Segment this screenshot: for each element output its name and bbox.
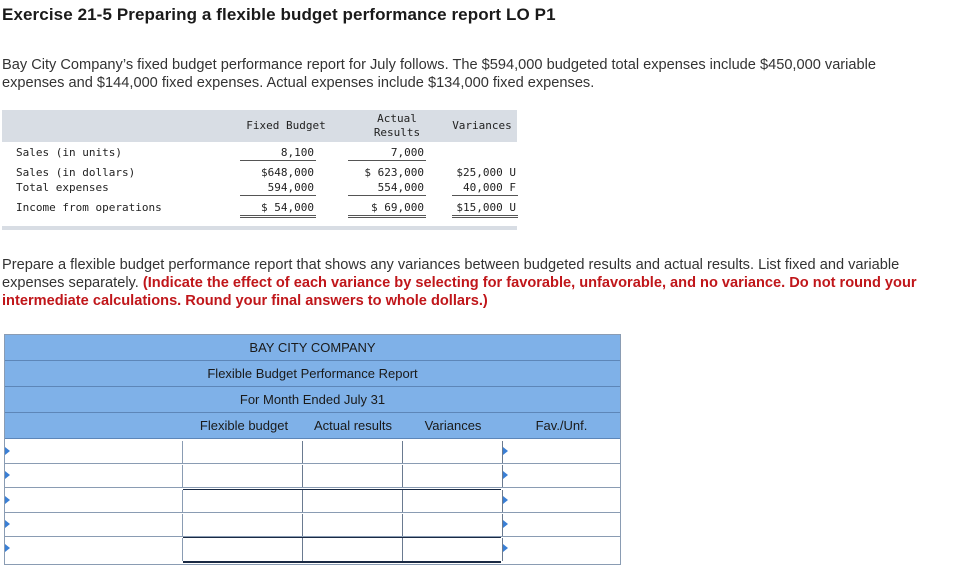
budget-value: $648,000 [261, 166, 314, 179]
fav-unf-dropdown[interactable] [503, 441, 620, 463]
dropdown-arrow-icon [5, 471, 10, 479]
fav-unf-dropdown[interactable] [503, 514, 620, 536]
page-title: Exercise 21-5 Preparing a flexible budge… [2, 5, 556, 24]
instructions: Prepare a flexible budget performance re… [2, 256, 947, 310]
dropdown-arrow-icon [503, 544, 508, 552]
fav-unf-column-header: Fav./Unf. [535, 418, 588, 433]
row-label-dropdown[interactable] [5, 465, 183, 487]
flexible-budget-input[interactable] [183, 490, 303, 512]
table-row [5, 514, 620, 537]
report-period-header: For Month Ended July 31 [5, 387, 620, 413]
fav-unf-dropdown[interactable] [503, 538, 620, 561]
fixed-budget-heading: Fixed Budget [246, 119, 326, 132]
table-row [5, 465, 620, 488]
row-label: Sales (in dollars) [16, 166, 136, 179]
variance-input[interactable] [403, 465, 503, 487]
actual-results-input[interactable] [303, 538, 403, 561]
actual-results-input[interactable] [303, 514, 403, 536]
actual-results-heading: Actual Results [373, 112, 421, 139]
row-label: Sales (in units) [16, 146, 122, 159]
underline [348, 195, 426, 196]
variance-value: $15,000 U [456, 201, 516, 214]
flexible-budget-table: BAY CITY COMPANY Flexible Budget Perform… [4, 334, 621, 565]
underline [240, 195, 316, 196]
row-label: Total expenses [16, 181, 109, 194]
dropdown-arrow-icon [5, 544, 10, 552]
underline [240, 160, 316, 161]
underline [348, 160, 426, 161]
dropdown-arrow-icon [503, 447, 508, 455]
flexible-budget-input[interactable] [183, 465, 303, 487]
fixed-budget-report: Fixed Budget Actual Results Variances Sa… [2, 110, 518, 230]
actual-value: $ 623,000 [364, 166, 424, 179]
actual-value: $ 69,000 [371, 201, 424, 214]
budget-value: $ 54,000 [261, 201, 314, 214]
actual-results-input[interactable] [303, 490, 403, 512]
underline [452, 195, 518, 196]
problem-intro: Bay City Company’s fixed budget performa… [2, 57, 877, 91]
flexible-budget-input[interactable] [183, 441, 303, 463]
actual-value: 7,000 [390, 146, 424, 159]
actual-results-column-header: Actual results [313, 418, 393, 433]
budget-value: 594,000 [267, 181, 314, 194]
table-row [5, 441, 620, 464]
variances-heading: Variances [452, 119, 512, 132]
table-row [5, 538, 620, 561]
row-label: Income from operations [16, 201, 162, 214]
dropdown-arrow-icon [5, 520, 10, 528]
instructions-text: Prepare a flexible budget performance re… [2, 257, 900, 291]
column-header-row: Flexible budget Actual results Variances… [5, 413, 620, 439]
dropdown-arrow-icon [5, 496, 10, 504]
instructions-emphasis: (Indicate the effect of each variance by… [2, 275, 917, 309]
variance-value: 40,000 F [463, 181, 516, 194]
budget-value: 8,100 [280, 146, 314, 159]
actual-results-input[interactable] [303, 465, 403, 487]
flexible-budget-input[interactable] [183, 514, 303, 536]
variances-column-header: Variances [424, 418, 482, 433]
dropdown-arrow-icon [503, 520, 508, 528]
variance-input[interactable] [403, 514, 503, 536]
total-rule [183, 561, 501, 563]
dropdown-arrow-icon [503, 471, 508, 479]
variance-value: $25,000 U [456, 166, 516, 179]
report-title-header: Flexible Budget Performance Report [5, 361, 620, 387]
variance-input[interactable] [403, 538, 503, 561]
row-label-dropdown[interactable] [5, 514, 183, 536]
variance-input[interactable] [403, 441, 503, 463]
company-name-header: BAY CITY COMPANY [5, 335, 620, 361]
dropdown-arrow-icon [5, 447, 10, 455]
double-underline [452, 215, 518, 218]
flexible-budget-input[interactable] [183, 538, 303, 561]
row-label-dropdown[interactable] [5, 441, 183, 463]
fav-unf-dropdown[interactable] [503, 490, 620, 512]
double-underline [240, 215, 316, 218]
flexible-budget-column-header: Flexible budget [199, 418, 289, 433]
fixed-report-header-band [2, 110, 517, 142]
double-underline [348, 215, 426, 218]
actual-value: 554,000 [377, 181, 424, 194]
actual-results-input[interactable] [303, 441, 403, 463]
table-row [5, 490, 620, 513]
variance-input[interactable] [403, 490, 503, 512]
row-label-dropdown[interactable] [5, 490, 183, 512]
fav-unf-dropdown[interactable] [503, 465, 620, 487]
row-label-dropdown[interactable] [5, 538, 183, 561]
fixed-report-bottom-band [2, 226, 517, 230]
dropdown-arrow-icon [503, 496, 508, 504]
